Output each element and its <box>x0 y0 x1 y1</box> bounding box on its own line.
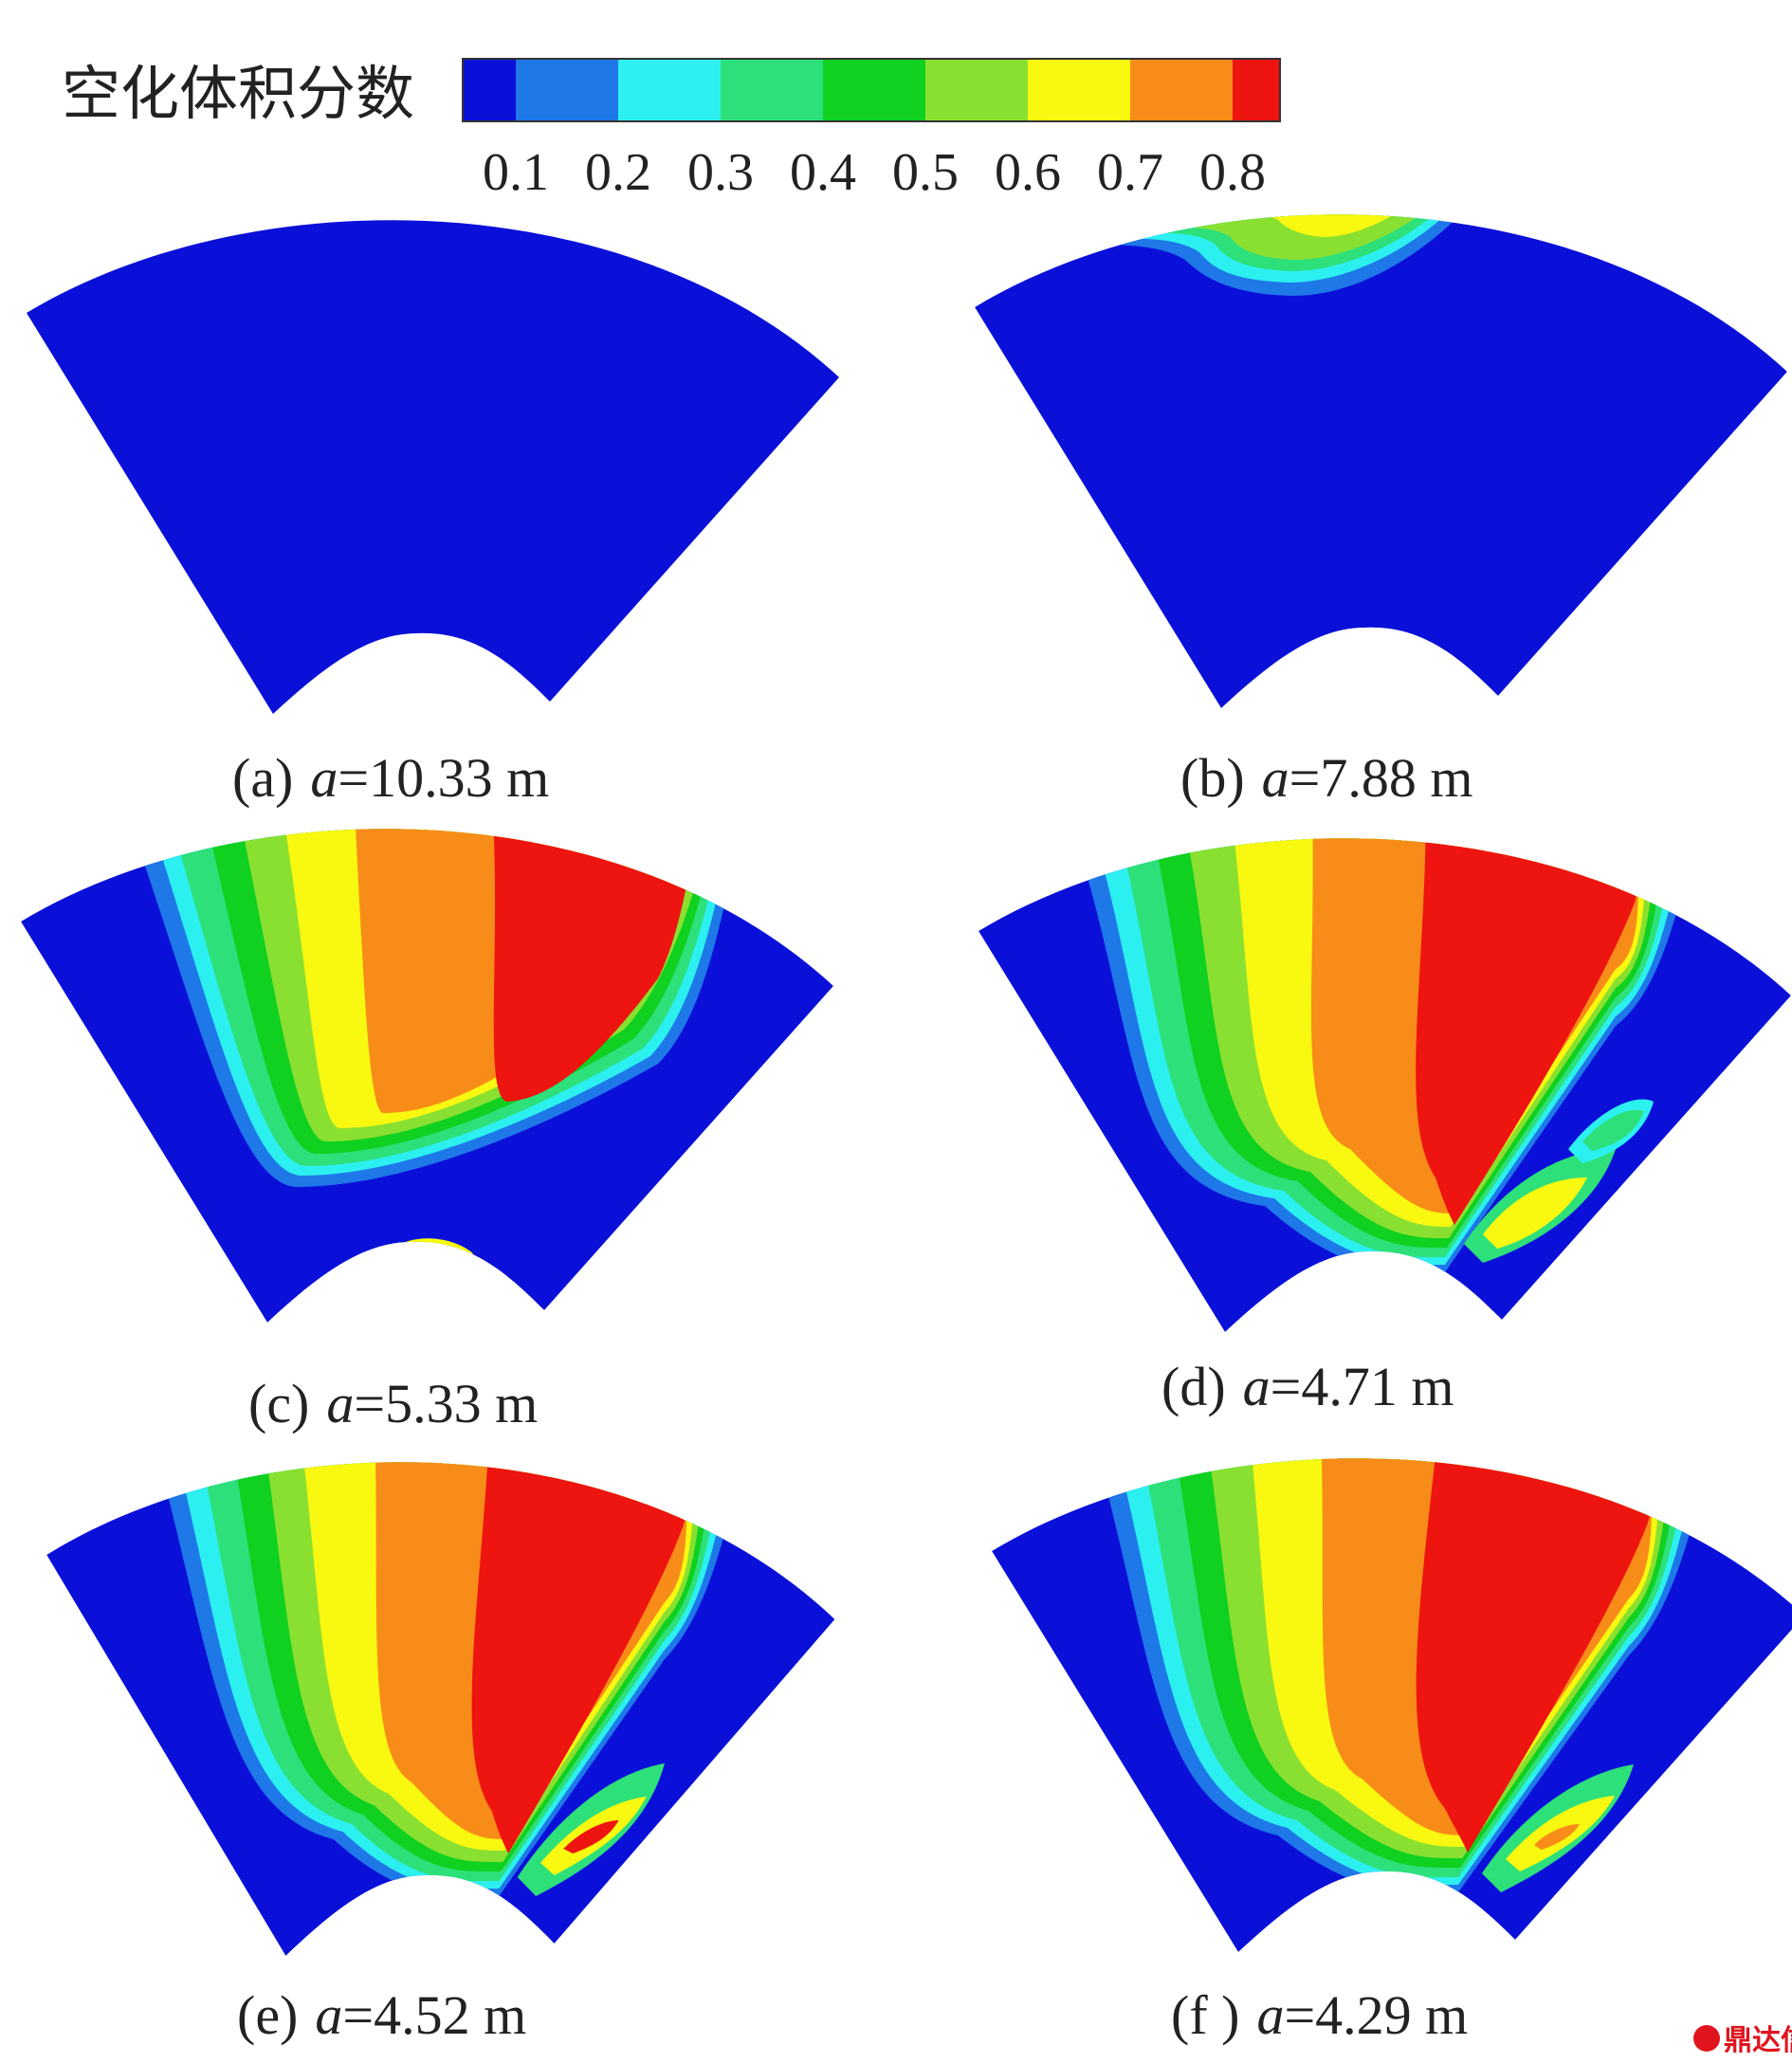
panel-labels: (a) a=10.33 m (b) a=7.88 m (c) a=5.33 m (d)… <box>232 747 1472 2046</box>
region-e-11 <box>563 1820 619 1853</box>
panel-a <box>27 220 839 714</box>
watermark: 鼎达信 <box>1693 2024 1792 2057</box>
colorbar-tick-label: 0.7 <box>1097 143 1163 202</box>
panel-d <box>978 838 1791 1332</box>
panel-b <box>975 192 1787 708</box>
region-f-11 <box>1534 1824 1580 1850</box>
colorbar-swatch <box>516 59 618 121</box>
colorbar-tick-label: 0.5 <box>892 143 959 202</box>
panel-c <box>21 829 833 1323</box>
sector-a <box>27 220 839 714</box>
region-b-06 <box>1346 192 1413 209</box>
label-c: (c) a=5.33 m <box>248 1373 538 1434</box>
panel-f <box>992 1458 1792 1952</box>
colorbar-tick-label: 0.6 <box>995 143 1061 202</box>
colorbar-swatch <box>1233 59 1280 121</box>
colorbar-tick-label: 0.3 <box>687 143 754 202</box>
colorbar-tick-label: 0.4 <box>790 143 856 202</box>
colorbar-legend: 空化体积分数 0.1 0.2 0.3 0.4 0.5 0.6 0.7 0.8 <box>62 58 1281 202</box>
colorbar-swatch <box>463 59 516 121</box>
watermark-logo-icon <box>1693 2025 1720 2052</box>
colorbar-swatch <box>925 59 1028 121</box>
region-d-12 <box>1582 1109 1644 1151</box>
sector-b <box>975 214 1787 708</box>
region-d-08 <box>1379 838 1791 1225</box>
colorbar-tick-label: 0.8 <box>1199 143 1266 202</box>
legend-title: 空化体积分数 <box>62 59 414 128</box>
colorbar-swatch <box>721 59 823 121</box>
colorbar-swatch <box>1130 59 1233 121</box>
region-f-08 <box>1392 1458 1792 1853</box>
watermark-text: 鼎达信 <box>1724 2024 1792 2057</box>
label-e: (e) a=4.52 m <box>237 1984 526 2046</box>
colorbar-tick-label: 0.2 <box>585 143 651 202</box>
label-a: (a) a=10.33 m <box>232 747 549 809</box>
colorbar-frame <box>462 58 1281 122</box>
region-d-10 <box>1483 1178 1587 1249</box>
region-e-08 <box>434 1462 835 1853</box>
label-b: (b) a=7.88 m <box>1180 747 1472 809</box>
colorbar <box>462 58 1281 122</box>
colorbar-tick-labels: 0.1 0.2 0.3 0.4 0.5 0.6 0.7 0.8 <box>483 143 1266 202</box>
region-b-05 <box>1261 214 1417 237</box>
colorbar-swatch <box>823 59 925 121</box>
panel-e <box>46 1462 835 1956</box>
label-f: (f ) a=4.29 m <box>1171 1984 1468 2046</box>
colorbar-tick-label: 0.1 <box>483 143 549 202</box>
colorbar-swatch <box>1028 59 1130 121</box>
label-d: (d) a=4.71 m <box>1161 1356 1454 1417</box>
colorbar-swatch <box>618 59 721 121</box>
